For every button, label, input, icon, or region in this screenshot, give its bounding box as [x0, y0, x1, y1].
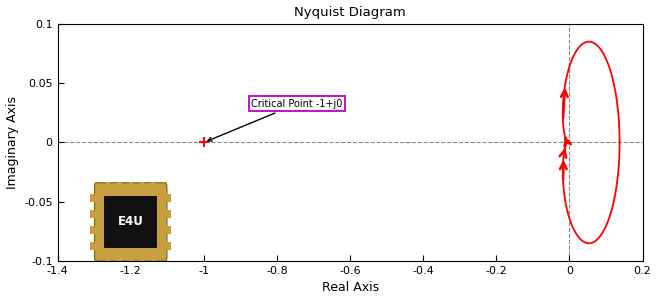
FancyBboxPatch shape: [95, 183, 167, 261]
Bar: [91, 242, 96, 250]
Bar: [166, 194, 171, 202]
Bar: [166, 210, 171, 218]
Bar: [104, 196, 157, 248]
Text: Critical Point -1+j0: Critical Point -1+j0: [208, 99, 343, 141]
Bar: [166, 226, 171, 234]
Bar: [106, 182, 110, 188]
X-axis label: Real Axis: Real Axis: [321, 281, 378, 294]
Bar: [151, 182, 155, 188]
Bar: [118, 182, 122, 188]
Bar: [129, 182, 133, 188]
Y-axis label: Imaginary Axis: Imaginary Axis: [5, 96, 18, 189]
Bar: [129, 256, 133, 262]
Text: E4U: E4U: [118, 215, 144, 228]
Title: Nyquist Diagram: Nyquist Diagram: [294, 6, 406, 19]
Bar: [118, 256, 122, 262]
Bar: [140, 256, 144, 262]
Bar: [140, 182, 144, 188]
Bar: [151, 256, 155, 262]
Bar: [91, 210, 96, 218]
Bar: [91, 194, 96, 202]
Bar: [91, 226, 96, 234]
Bar: [166, 242, 171, 250]
Bar: [106, 256, 110, 262]
